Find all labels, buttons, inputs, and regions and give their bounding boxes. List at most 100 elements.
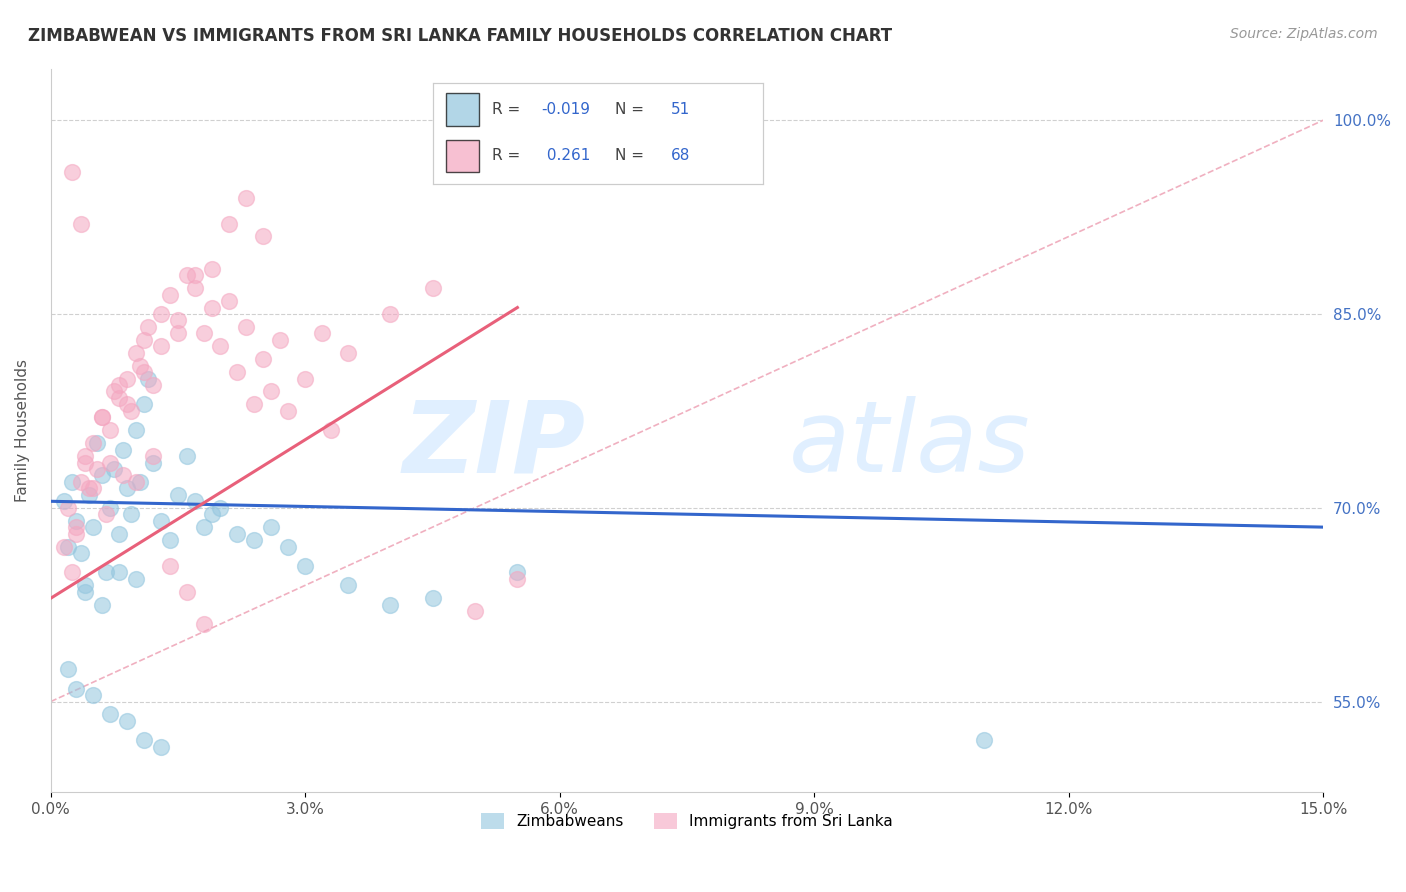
- Point: [201, 301, 224, 315]
- Point: [336, 578, 359, 592]
- Point: [176, 584, 198, 599]
- Point: [277, 540, 299, 554]
- Point: [65, 514, 87, 528]
- Point: [193, 326, 215, 341]
- Point: [115, 397, 138, 411]
- Point: [201, 507, 224, 521]
- Point: [243, 397, 266, 411]
- Point: [134, 397, 156, 411]
- Point: [129, 359, 152, 373]
- Point: [82, 688, 104, 702]
- Point: [167, 326, 190, 341]
- Point: [252, 352, 274, 367]
- Point: [86, 436, 108, 450]
- Point: [90, 410, 112, 425]
- Point: [69, 217, 91, 231]
- Y-axis label: Family Households: Family Households: [15, 359, 30, 501]
- Point: [193, 520, 215, 534]
- Point: [120, 507, 142, 521]
- Point: [209, 339, 232, 353]
- Point: [138, 371, 160, 385]
- Point: [52, 540, 75, 554]
- Point: [107, 566, 129, 580]
- Point: [167, 313, 190, 327]
- Point: [56, 662, 79, 676]
- Point: [422, 591, 444, 606]
- Point: [115, 714, 138, 728]
- Point: [115, 482, 138, 496]
- Point: [235, 319, 257, 334]
- Point: [260, 520, 283, 534]
- Point: [56, 540, 79, 554]
- Point: [56, 500, 79, 515]
- Point: [77, 482, 100, 496]
- Point: [129, 475, 152, 489]
- Point: [65, 526, 87, 541]
- Point: [150, 739, 173, 754]
- Point: [103, 462, 125, 476]
- Point: [111, 468, 134, 483]
- Point: [124, 475, 146, 489]
- Point: [260, 384, 283, 399]
- Point: [159, 533, 181, 547]
- Text: Source: ZipAtlas.com: Source: ZipAtlas.com: [1230, 27, 1378, 41]
- Point: [90, 468, 112, 483]
- Point: [107, 391, 129, 405]
- Point: [150, 339, 173, 353]
- Point: [378, 598, 401, 612]
- Text: ZIP: ZIP: [402, 396, 585, 493]
- Point: [115, 371, 138, 385]
- Point: [336, 345, 359, 359]
- Point: [98, 707, 121, 722]
- Point: [218, 217, 240, 231]
- Point: [167, 488, 190, 502]
- Point: [98, 456, 121, 470]
- Point: [107, 378, 129, 392]
- Point: [226, 526, 249, 541]
- Point: [94, 507, 117, 521]
- Point: [60, 165, 83, 179]
- Point: [464, 604, 486, 618]
- Point: [201, 261, 224, 276]
- Point: [69, 475, 91, 489]
- Point: [111, 442, 134, 457]
- Point: [176, 449, 198, 463]
- Point: [52, 494, 75, 508]
- Point: [73, 449, 96, 463]
- Point: [86, 462, 108, 476]
- Point: [150, 514, 173, 528]
- Point: [159, 287, 181, 301]
- Point: [60, 566, 83, 580]
- Point: [82, 520, 104, 534]
- Point: [82, 436, 104, 450]
- Point: [243, 533, 266, 547]
- Point: [98, 423, 121, 437]
- Point: [124, 345, 146, 359]
- Point: [65, 520, 87, 534]
- Point: [506, 566, 529, 580]
- Point: [193, 617, 215, 632]
- Point: [124, 572, 146, 586]
- Point: [142, 449, 165, 463]
- Point: [82, 482, 104, 496]
- Point: [73, 456, 96, 470]
- Point: [218, 294, 240, 309]
- Point: [73, 578, 96, 592]
- Point: [235, 191, 257, 205]
- Legend: Zimbabweans, Immigrants from Sri Lanka: Zimbabweans, Immigrants from Sri Lanka: [475, 806, 900, 835]
- Point: [142, 456, 165, 470]
- Point: [134, 733, 156, 747]
- Point: [94, 566, 117, 580]
- Point: [422, 281, 444, 295]
- Point: [120, 404, 142, 418]
- Point: [90, 598, 112, 612]
- Point: [159, 558, 181, 573]
- Point: [65, 681, 87, 696]
- Point: [311, 326, 333, 341]
- Point: [277, 404, 299, 418]
- Point: [77, 488, 100, 502]
- Point: [184, 281, 207, 295]
- Point: [294, 558, 316, 573]
- Point: [98, 500, 121, 515]
- Point: [150, 307, 173, 321]
